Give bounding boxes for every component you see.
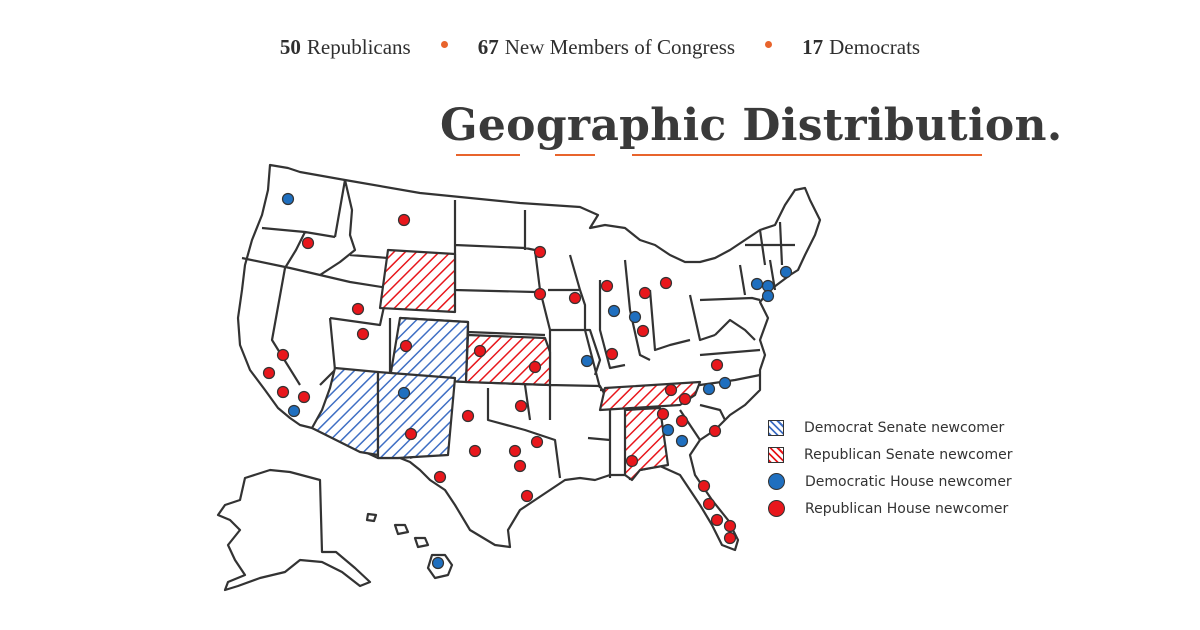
rep-house-marker <box>301 236 315 250</box>
map-legend: Democrat Senate newcomer Republican Sena… <box>768 414 1012 522</box>
total-label: New Members of Congress <box>504 34 736 59</box>
dem-house-marker <box>580 354 594 368</box>
rep-house-marker <box>675 414 689 428</box>
rep-house-marker <box>659 276 673 290</box>
democrats-label: Democrats <box>829 34 921 59</box>
rep-house-marker <box>723 519 737 533</box>
dem-house-marker <box>761 279 775 293</box>
rep-house-marker <box>710 513 724 527</box>
rep-house-marker <box>533 245 547 259</box>
page-title: Geographic Distribution. <box>440 100 1063 151</box>
legend-label: Democrat Senate newcomer <box>804 419 1005 436</box>
dem-house-marker <box>779 265 793 279</box>
house-markers <box>262 192 793 570</box>
rep-house-marker <box>702 497 716 511</box>
rep-house-marker <box>433 470 447 484</box>
stat-democrats: 17 Democrats <box>802 35 920 60</box>
state-wyoming <box>378 248 457 314</box>
separator-dot <box>765 40 773 48</box>
title-underline <box>456 154 520 156</box>
rep-house-marker <box>461 409 475 423</box>
red-hatch-swatch-icon <box>768 446 784 463</box>
legend-item-rep-house: Republican House newcomer <box>768 495 1012 522</box>
rep-house-marker <box>656 407 670 421</box>
blue-hatch-swatch-icon <box>768 419 784 436</box>
separator-dot <box>440 40 448 48</box>
rep-house-marker <box>533 287 547 301</box>
rep-house-marker <box>513 459 527 473</box>
democrats-count: 17 <box>802 34 824 59</box>
state-kansas <box>464 333 552 387</box>
dem-house-marker <box>397 386 411 400</box>
rep-house-marker <box>508 444 522 458</box>
title-underline <box>555 154 595 156</box>
rep-house-marker <box>664 383 678 397</box>
rep-house-marker <box>297 390 311 404</box>
legend-item-rep-senate: Republican Senate newcomer <box>768 441 1012 468</box>
republicans-count: 50 <box>279 34 301 59</box>
rep-house-marker <box>678 392 692 406</box>
rep-house-marker <box>605 347 619 361</box>
rep-house-marker <box>638 286 652 300</box>
rep-house-marker <box>514 399 528 413</box>
rep-house-marker <box>568 291 582 305</box>
rep-house-marker <box>723 531 737 545</box>
rep-house-marker <box>520 489 534 503</box>
rep-house-marker <box>697 479 711 493</box>
state-hawaii <box>365 512 454 580</box>
rep-house-marker <box>710 358 724 372</box>
legend-label: Republican Senate newcomer <box>804 446 1013 463</box>
legend-item-dem-senate: Democrat Senate newcomer <box>768 414 1012 441</box>
title-underline <box>632 154 982 156</box>
dem-house-marker <box>675 434 689 448</box>
rep-house-marker <box>404 427 418 441</box>
dem-house-marker <box>750 277 764 291</box>
legend-label: Democratic House newcomer <box>805 473 1012 490</box>
rep-house-marker <box>262 366 276 380</box>
red-circle-icon <box>768 500 785 517</box>
stat-total: 67 New Members of Congress <box>478 35 735 60</box>
dem-house-marker <box>661 423 675 437</box>
republicans-label: Republicans <box>306 34 411 59</box>
rep-house-marker <box>468 444 482 458</box>
dem-house-marker <box>628 310 642 324</box>
dem-house-marker <box>287 404 301 418</box>
rep-house-marker <box>600 279 614 293</box>
legend-label: Republican House newcomer <box>805 500 1009 517</box>
stats-bar: 50 Republicans 67 New Members of Congres… <box>0 30 1200 64</box>
rep-house-marker <box>473 344 487 358</box>
rep-house-marker <box>625 454 639 468</box>
rep-house-marker <box>397 213 411 227</box>
rep-house-marker <box>276 348 290 362</box>
dem-house-marker <box>702 382 716 396</box>
dem-house-marker <box>718 376 732 390</box>
rep-house-marker <box>528 360 542 374</box>
dem-house-marker <box>607 304 621 318</box>
rep-house-marker <box>276 385 290 399</box>
blue-circle-icon <box>768 473 785 490</box>
rep-house-marker <box>356 327 370 341</box>
state-newmexico <box>376 370 457 460</box>
dem-house-marker <box>761 289 775 303</box>
dem-house-marker <box>281 192 295 206</box>
rep-house-marker <box>530 435 544 449</box>
rep-house-marker <box>636 324 650 338</box>
rep-house-marker <box>399 339 413 353</box>
rep-house-marker <box>708 424 722 438</box>
stat-republicans: 50 Republicans <box>280 35 411 60</box>
rep-house-marker <box>351 302 365 316</box>
dem-house-marker <box>431 556 445 570</box>
state-alaska <box>216 468 372 592</box>
legend-item-dem-house: Democratic House newcomer <box>768 468 1012 495</box>
total-count: 67 <box>477 34 499 59</box>
